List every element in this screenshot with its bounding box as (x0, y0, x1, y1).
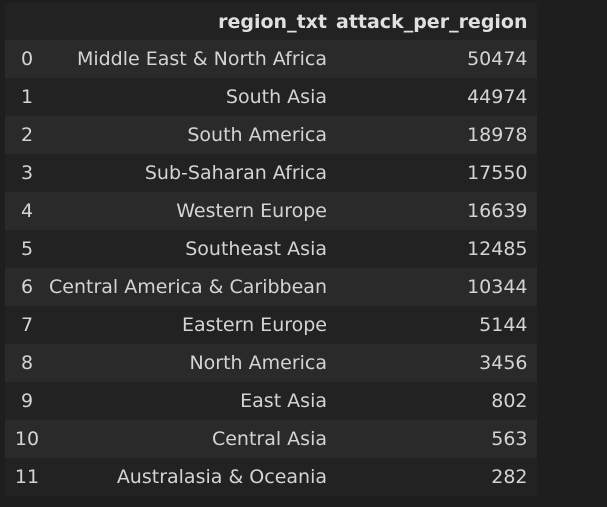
region-cell: Australasia & Oceania (116, 466, 327, 488)
table-header-row: region_txt attack_per_region (5, 3, 537, 40)
region-cell: North America (189, 352, 327, 374)
table-row: 4 Western Europe 16639 (5, 192, 537, 230)
table-row: 9 East Asia 802 (5, 382, 537, 420)
region-cell: Middle East & North Africa (76, 48, 327, 70)
table-row: 3 Sub-Saharan Africa 17550 (5, 154, 537, 192)
index-header (5, 3, 49, 40)
attack-count-cell: 12485 (467, 238, 528, 260)
region-cell: Sub-Saharan Africa (144, 162, 327, 184)
attack-count-cell: 802 (491, 390, 528, 412)
row-index: 4 (20, 200, 34, 222)
attack-count-cell: 16639 (467, 200, 528, 222)
table-row: 8 North America 3456 (5, 344, 537, 382)
region-cell: Western Europe (176, 200, 327, 222)
region-cell: South America (187, 124, 327, 146)
table-row: 11 Australasia & Oceania 282 (5, 458, 537, 496)
attack-count-cell: 50474 (467, 48, 528, 70)
region-cell: South Asia (225, 86, 327, 108)
row-index: 7 (20, 314, 34, 336)
region-cell: Eastern Europe (181, 314, 327, 336)
region-cell: Southeast Asia (185, 238, 327, 260)
row-index: 10 (14, 428, 40, 450)
attack-count-cell: 44974 (467, 86, 528, 108)
attack-count-cell: 5144 (479, 314, 528, 336)
row-index: 0 (20, 48, 34, 70)
table-row: 7 Eastern Europe 5144 (5, 306, 537, 344)
attack-count-cell: 10344 (467, 276, 528, 298)
row-index: 2 (20, 124, 34, 146)
row-index: 3 (20, 162, 34, 184)
table-row: 5 Southeast Asia 12485 (5, 230, 537, 268)
row-index: 1 (20, 86, 34, 108)
attack-count-cell: 563 (491, 428, 528, 450)
attack-count-cell: 3456 (479, 352, 528, 374)
table-row: 1 South Asia 44974 (5, 78, 537, 116)
dataframe-output: region_txt attack_per_region 0 Middle Ea… (5, 3, 537, 496)
row-index: 6 (20, 276, 34, 298)
table-row: 2 South America 18978 (5, 116, 537, 154)
region-cell: Central America & Caribbean (49, 276, 327, 298)
table-row: 10 Central Asia 563 (5, 420, 537, 458)
attack-count-cell: 18978 (467, 124, 528, 146)
row-index: 5 (20, 238, 34, 260)
column-header-region-txt: region_txt (218, 10, 327, 33)
region-cell: Central Asia (211, 428, 327, 450)
table-row: 6 Central America & Caribbean 10344 (5, 268, 537, 306)
table-row: 0 Middle East & North Africa 50474 (5, 40, 537, 78)
row-index: 8 (20, 352, 34, 374)
dataframe-table: region_txt attack_per_region 0 Middle Ea… (5, 3, 537, 496)
column-header-attack-per-region: attack_per_region (336, 10, 528, 33)
row-index: 9 (20, 390, 34, 412)
attack-count-cell: 17550 (467, 162, 528, 184)
attack-count-cell: 282 (491, 466, 528, 488)
row-index: 11 (14, 466, 40, 488)
region-cell: East Asia (240, 390, 327, 412)
